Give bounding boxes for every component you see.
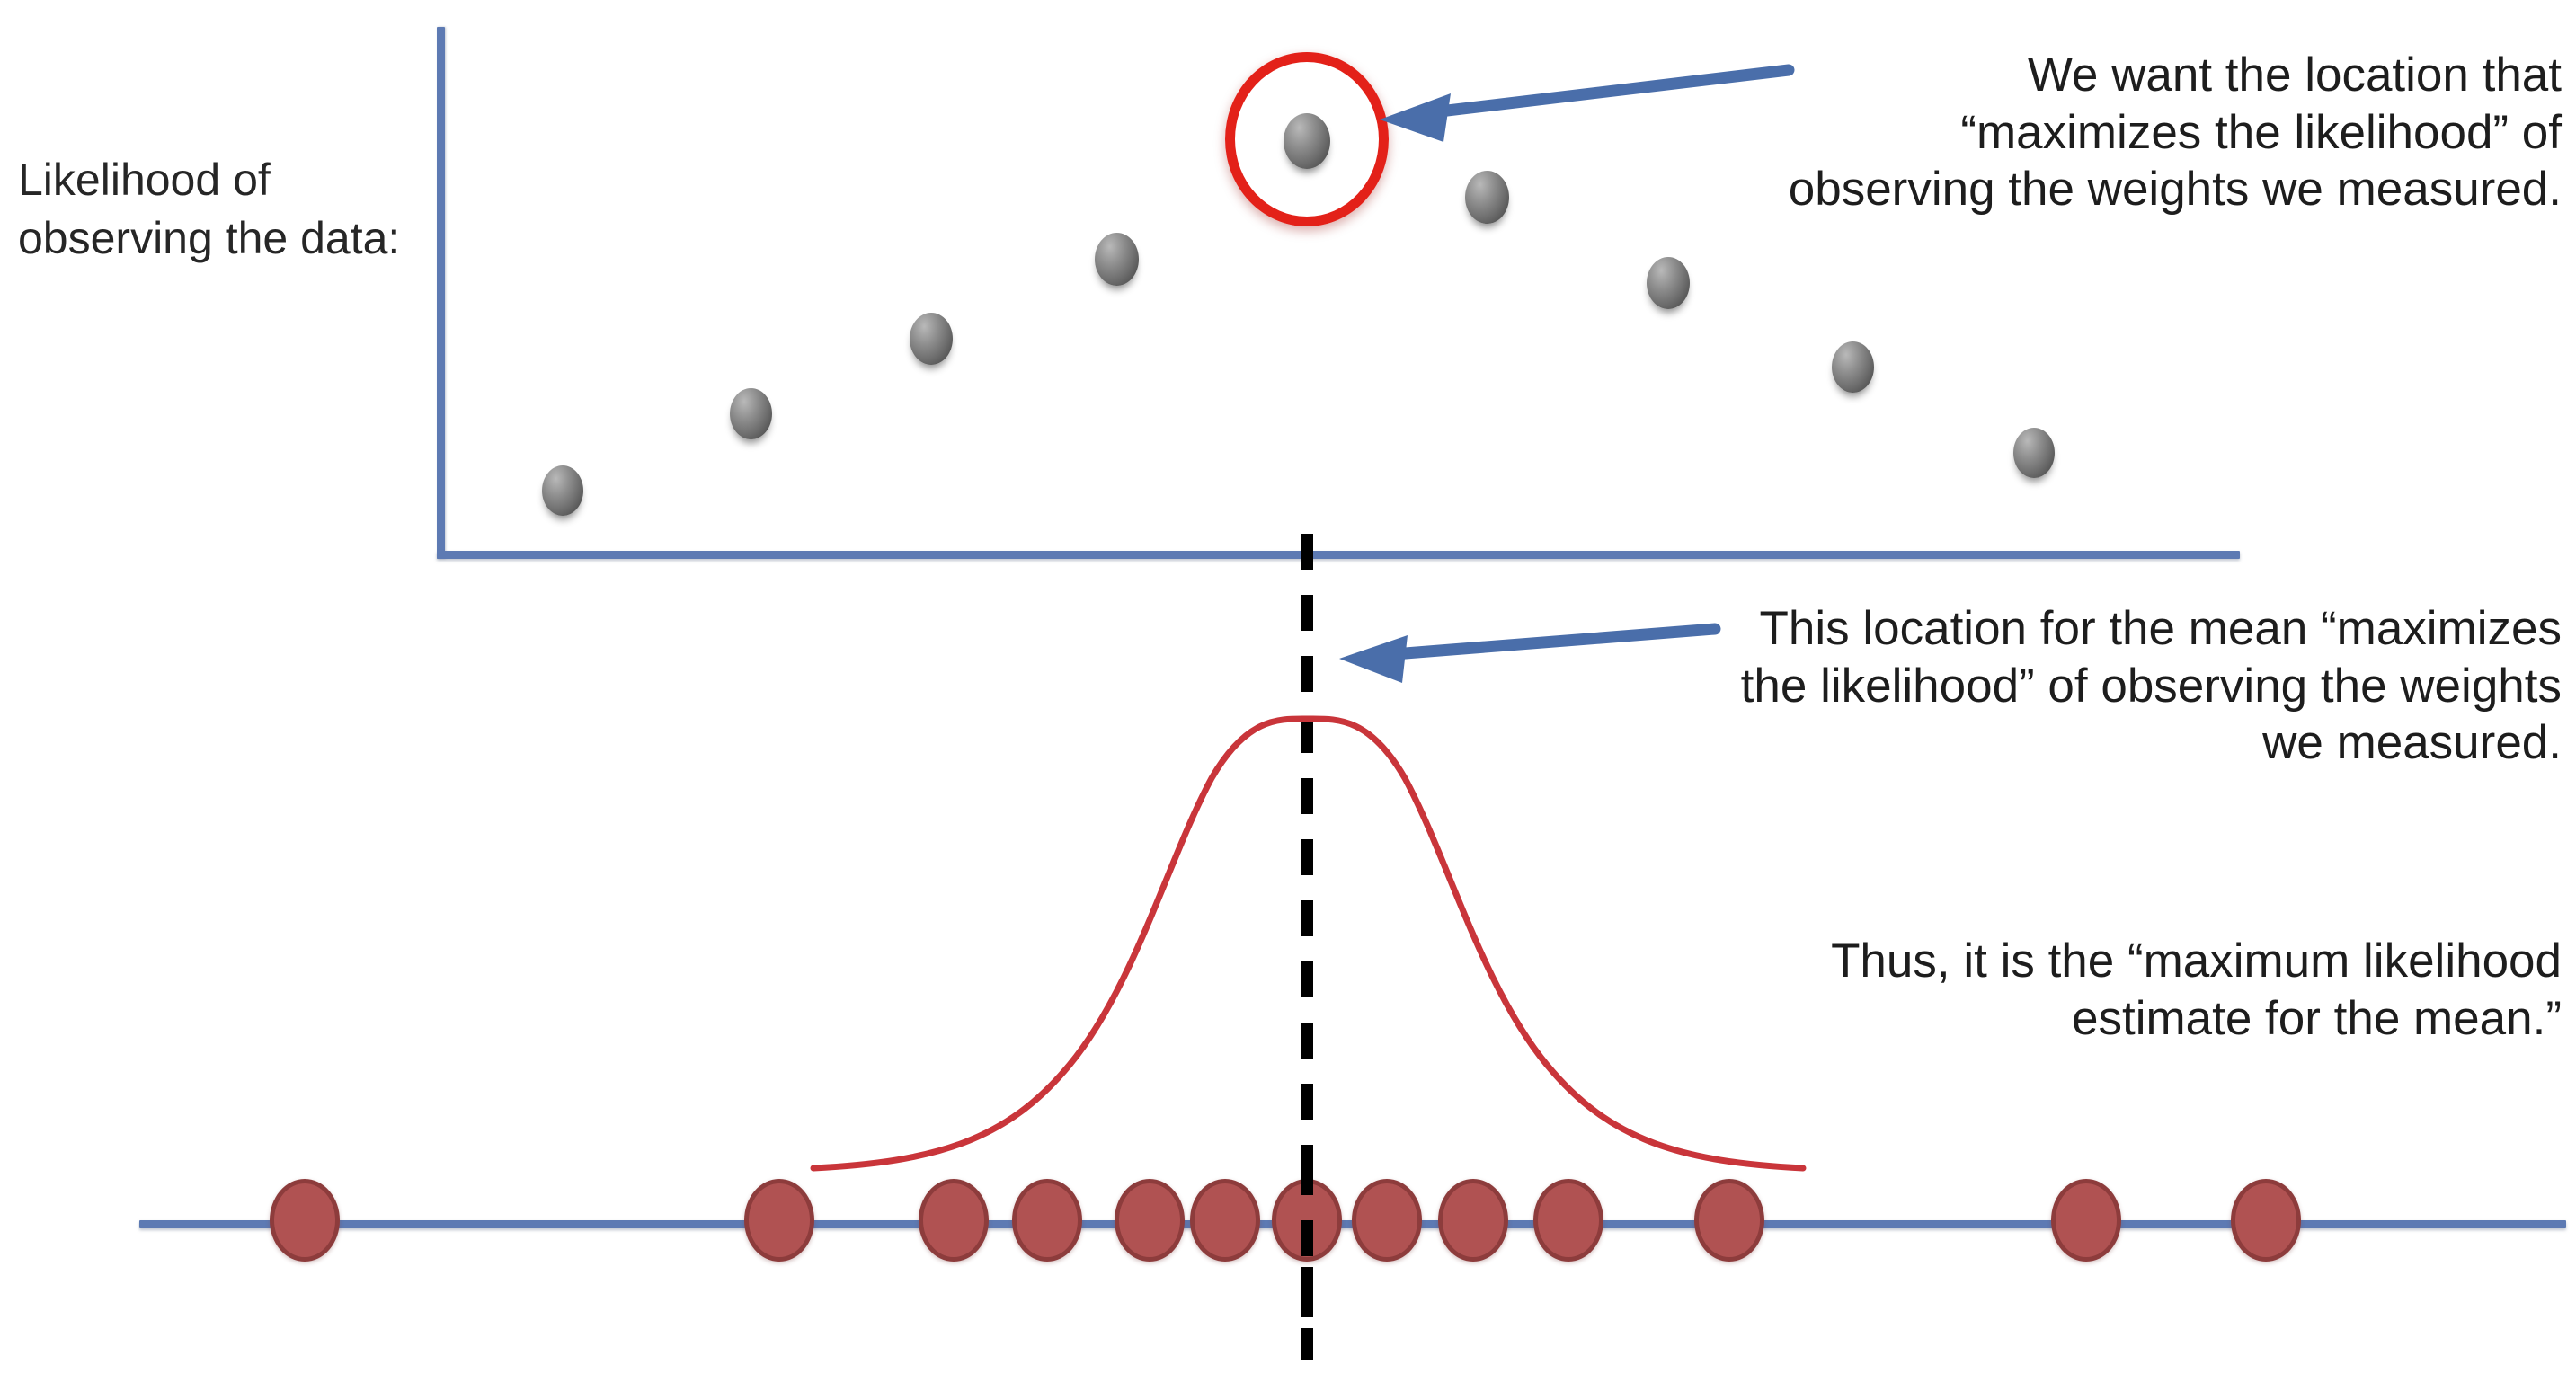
data-point: [1115, 1179, 1185, 1262]
data-point: [1694, 1179, 1764, 1262]
data-point: [2231, 1179, 2301, 1262]
scatter-x-axis: [437, 551, 2240, 559]
callout-middle: This location for the mean “maximizes th…: [1740, 602, 2562, 770]
data-point: [1012, 1179, 1082, 1262]
callout-bottom: Thus, it is the “maximum likelihood esti…: [1831, 935, 2562, 1045]
annotation-arrow-middle: [1339, 623, 1721, 683]
scatter-point: [1832, 341, 1874, 393]
scatter-point: [910, 313, 953, 365]
callout-top: We want the location that “maximizes the…: [1788, 49, 2562, 217]
scatter-point: [542, 465, 583, 516]
data-point: [744, 1179, 814, 1262]
annotation-arrow-top: [1380, 64, 1795, 142]
scatter-point: [2013, 428, 2055, 478]
scatter-point: [730, 388, 772, 439]
peak-highlight-circle: [1225, 52, 1389, 226]
data-point: [1438, 1179, 1508, 1262]
y-axis-caption: Likelihood of observing the data:: [18, 155, 401, 263]
data-point: [1190, 1179, 1260, 1262]
scatter-point: [1095, 233, 1139, 286]
data-point: [1533, 1179, 1603, 1262]
data-point: [2051, 1179, 2121, 1262]
scatter-point: [1465, 171, 1509, 224]
data-point: [919, 1179, 989, 1262]
scatter-y-axis: [437, 27, 445, 559]
data-point: [270, 1179, 340, 1262]
data-point: [1352, 1179, 1422, 1262]
scatter-point: [1647, 257, 1690, 309]
mean-dashed-line-overlay: [1301, 1159, 1313, 1360]
